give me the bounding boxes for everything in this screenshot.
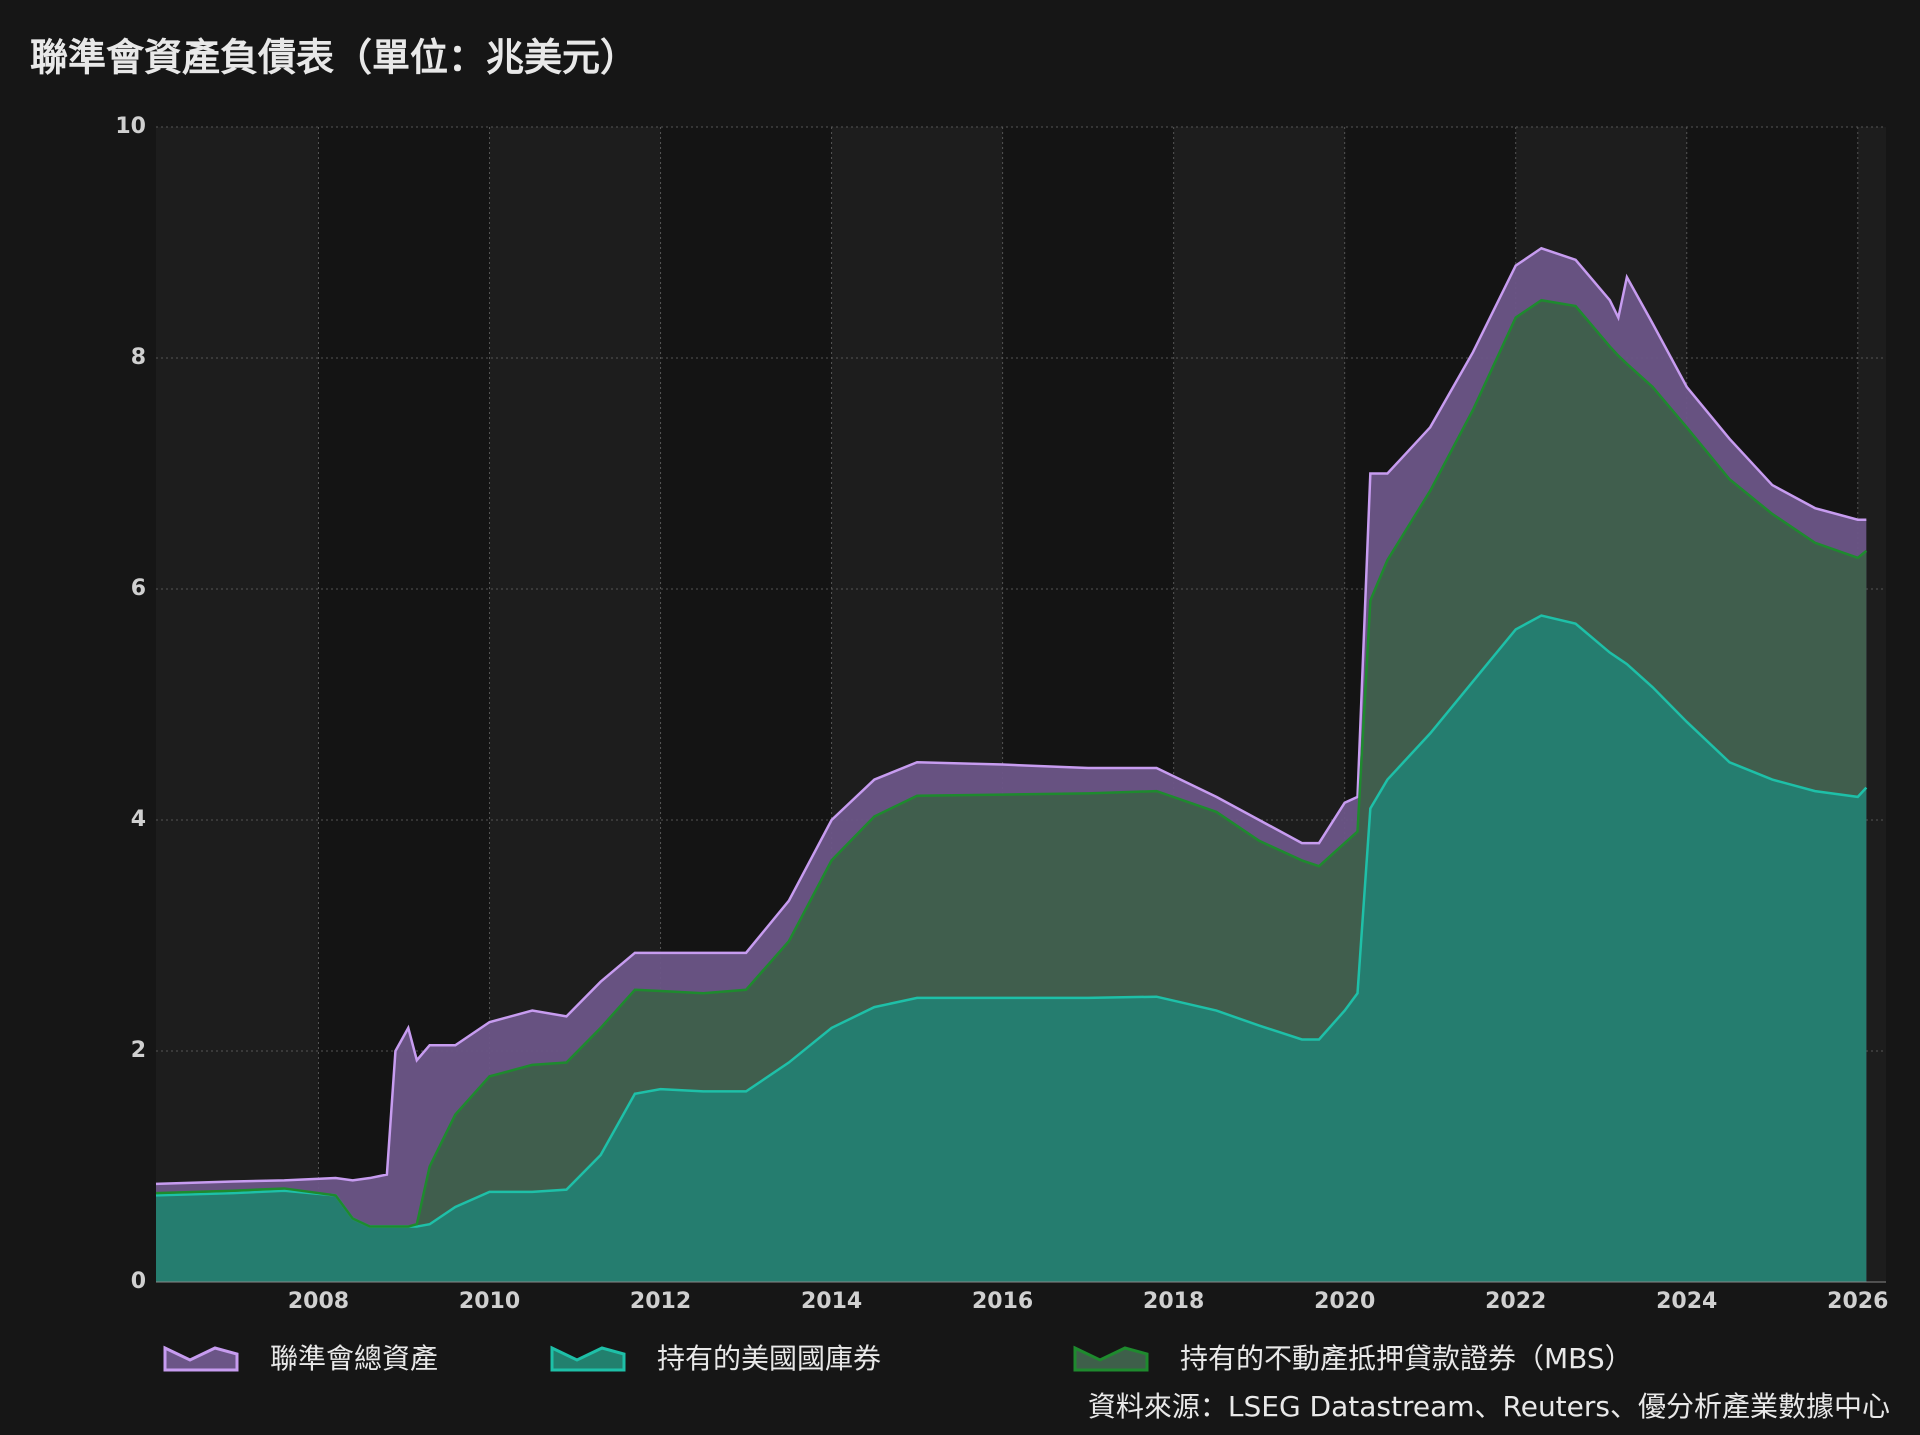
source: 資料來源：LSEG Datastream、Reuters、優分析產業數據中心	[1088, 1390, 1890, 1423]
area-line	[155, 246, 1867, 1186]
x-tick-label: 2022	[1485, 1289, 1546, 1314]
area-fill	[156, 300, 1867, 1227]
legend-label: 持有的美國國庫券	[657, 1342, 881, 1375]
x-tick-label: 2026	[1827, 1289, 1888, 1314]
chart-title: 聯準會資產負債表（單位：兆美元）	[30, 36, 638, 80]
y-tick-label: 6	[131, 576, 146, 601]
x-tick-label: 2012	[630, 1289, 691, 1314]
area-fill	[156, 615, 1867, 1282]
y-tick-label: 0	[131, 1269, 146, 1294]
y-tick-label: 10	[115, 114, 146, 139]
legend-icon	[163, 1345, 239, 1372]
y-tick-label: 2	[131, 1038, 146, 1063]
y-tick-label: 4	[131, 807, 146, 832]
area-line	[155, 298, 1868, 1228]
legend-icon	[1073, 1345, 1149, 1372]
legend-icon	[550, 1345, 626, 1372]
legend-label: 持有的不動產抵押貸款證券（MBS）	[1180, 1342, 1633, 1375]
x-tick-label: 2024	[1656, 1289, 1717, 1314]
x-tick-label: 2020	[1314, 1289, 1375, 1314]
x-tick-label: 2018	[1143, 1289, 1204, 1314]
x-tick-label: 2010	[459, 1289, 520, 1314]
legend-label: 聯準會總資產	[270, 1342, 438, 1375]
y-tick-label: 8	[131, 345, 146, 370]
x-tick-label: 2008	[288, 1289, 349, 1314]
x-tick-label: 2016	[972, 1289, 1033, 1314]
x-tick-label: 2014	[801, 1289, 862, 1314]
